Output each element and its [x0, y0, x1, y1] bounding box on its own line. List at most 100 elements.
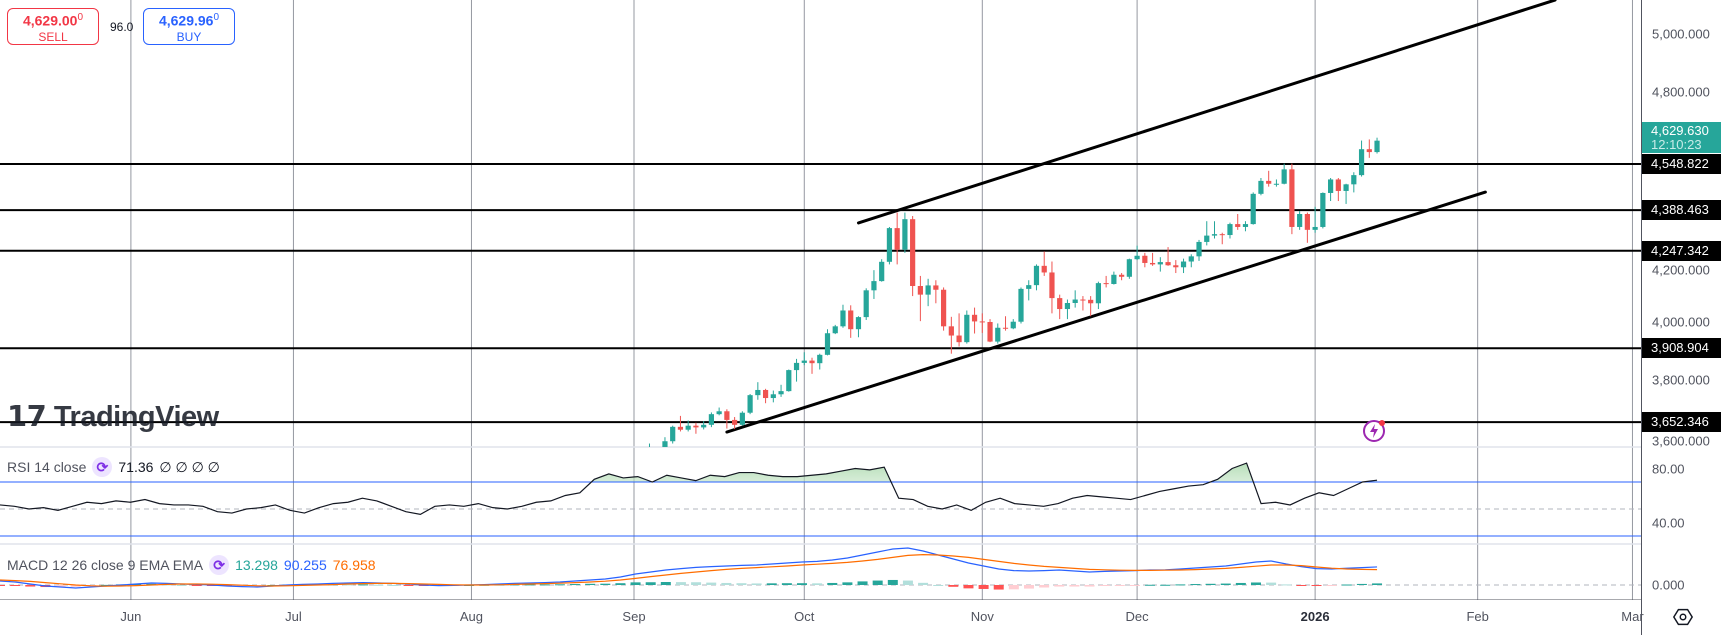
- candle: [917, 275, 923, 322]
- buy-button[interactable]: 4,629.960 BUY: [143, 8, 235, 45]
- candle-body: [1018, 288, 1024, 322]
- candle: [1204, 221, 1210, 246]
- macd-signal-value: 76.958: [332, 557, 376, 573]
- macd-histogram-bar: [403, 585, 414, 586]
- rsi-pane[interactable]: [0, 462, 1641, 537]
- candle: [995, 323, 1001, 344]
- macd-histogram-bar: [1266, 582, 1277, 585]
- candle: [863, 288, 869, 320]
- candle-body: [716, 411, 722, 415]
- candle: [948, 316, 954, 354]
- rsi-legend[interactable]: RSI 14 close ⟳ 71.36 ∅ ∅ ∅ ∅: [7, 457, 220, 477]
- candle: [662, 437, 668, 447]
- macd-histogram-bar: [721, 582, 732, 585]
- macd-histogram-bar: [539, 584, 550, 586]
- candle-body: [1312, 226, 1318, 230]
- trendline[interactable]: [856, 0, 1557, 225]
- candle: [1358, 140, 1365, 177]
- candle: [956, 313, 962, 347]
- candle-body: [824, 333, 831, 355]
- spread-value: 96.0: [110, 20, 134, 34]
- trendline[interactable]: [725, 190, 1487, 434]
- candle-body: [724, 411, 730, 420]
- candle-body: [1126, 259, 1132, 277]
- candle-body: [1119, 274, 1125, 277]
- macd-histogram-bar: [872, 580, 883, 585]
- candle-body: [1343, 184, 1349, 191]
- buy-price: 4,629.96: [158, 12, 214, 29]
- candle: [801, 352, 807, 366]
- price-axis[interactable]: 5,000.000 4,800.000 4,200.000 4,000.000 3,80…: [1641, 0, 1721, 635]
- candle: [1057, 294, 1063, 320]
- macd-histogram-bar: [358, 584, 369, 586]
- gear-icon[interactable]: [1672, 606, 1694, 628]
- candle-body: [925, 285, 931, 295]
- candle-body: [732, 419, 738, 425]
- candle-body: [755, 389, 761, 396]
- candle-body: [1328, 179, 1334, 193]
- candle: [1211, 221, 1218, 239]
- candle: [1343, 183, 1349, 204]
- candle: [685, 420, 691, 432]
- candle: [1180, 258, 1187, 274]
- candle: [793, 358, 800, 382]
- macd-histogram-bar: [373, 584, 384, 586]
- candle-body: [1057, 298, 1063, 310]
- rsi-overbought-fill: [0, 463, 1378, 482]
- candle: [770, 390, 776, 403]
- macd-histogram-bar: [191, 585, 202, 586]
- time-axis-label: Feb: [1466, 609, 1489, 624]
- candle: [1304, 212, 1310, 243]
- candle: [817, 353, 823, 370]
- macd-pane[interactable]: [0, 547, 1641, 590]
- candle-body: [863, 290, 869, 318]
- candle-body: [840, 310, 846, 327]
- candle: [1072, 290, 1078, 308]
- macd-legend[interactable]: MACD 12 26 close 9 EMA EMA ⟳ 13.298 90.2…: [7, 555, 376, 575]
- macd-histogram-bar: [1099, 585, 1110, 586]
- candle-body: [786, 370, 792, 392]
- candle-body: [1165, 262, 1171, 266]
- candle: [732, 417, 738, 430]
- candle: [739, 411, 745, 426]
- candle-body: [1289, 169, 1295, 227]
- price-axis-tick: 3,600.000: [1652, 433, 1710, 449]
- candle: [648, 443, 650, 447]
- candle: [677, 415, 684, 432]
- candle-body: [995, 327, 1001, 342]
- macd-histogram-bar: [25, 585, 36, 587]
- chart-canvas[interactable]: [0, 0, 1641, 600]
- lightning-icon[interactable]: [1362, 419, 1386, 443]
- candle-body: [1142, 255, 1148, 263]
- candle-body: [1374, 140, 1380, 153]
- candle-body: [639, 456, 644, 472]
- candle: [786, 369, 792, 392]
- candle: [855, 316, 862, 338]
- candle: [879, 259, 885, 282]
- candle: [1196, 239, 1202, 261]
- candle-body: [1235, 224, 1241, 227]
- macd-histogram-bar: [857, 581, 868, 585]
- macd-histogram-bar: [1326, 585, 1337, 586]
- rsi-axis-tick: 80.00: [1652, 461, 1685, 476]
- candle: [1010, 319, 1016, 330]
- candle-body: [1297, 214, 1303, 227]
- cycle-icon[interactable]: ⟳: [209, 555, 230, 575]
- candle: [894, 212, 900, 265]
- macd-histogram-bar: [1220, 583, 1231, 585]
- candle: [910, 216, 916, 297]
- macd-histogram-bar: [1145, 584, 1156, 586]
- price-pane[interactable]: [0, 0, 1641, 484]
- candle: [762, 388, 769, 404]
- cycle-icon[interactable]: ⟳: [92, 457, 113, 477]
- candle-body: [1242, 224, 1249, 227]
- rsi-value: 71.36: [118, 459, 154, 475]
- sell-button[interactable]: 4,629.000 SELL: [7, 8, 99, 45]
- candle: [971, 307, 978, 334]
- macd-histogram-bar: [1205, 583, 1216, 585]
- buy-label: BUY: [176, 29, 202, 44]
- candle: [1002, 316, 1009, 331]
- candle-body: [685, 425, 691, 430]
- candle-body: [1196, 241, 1202, 257]
- candle-body: [1010, 321, 1016, 329]
